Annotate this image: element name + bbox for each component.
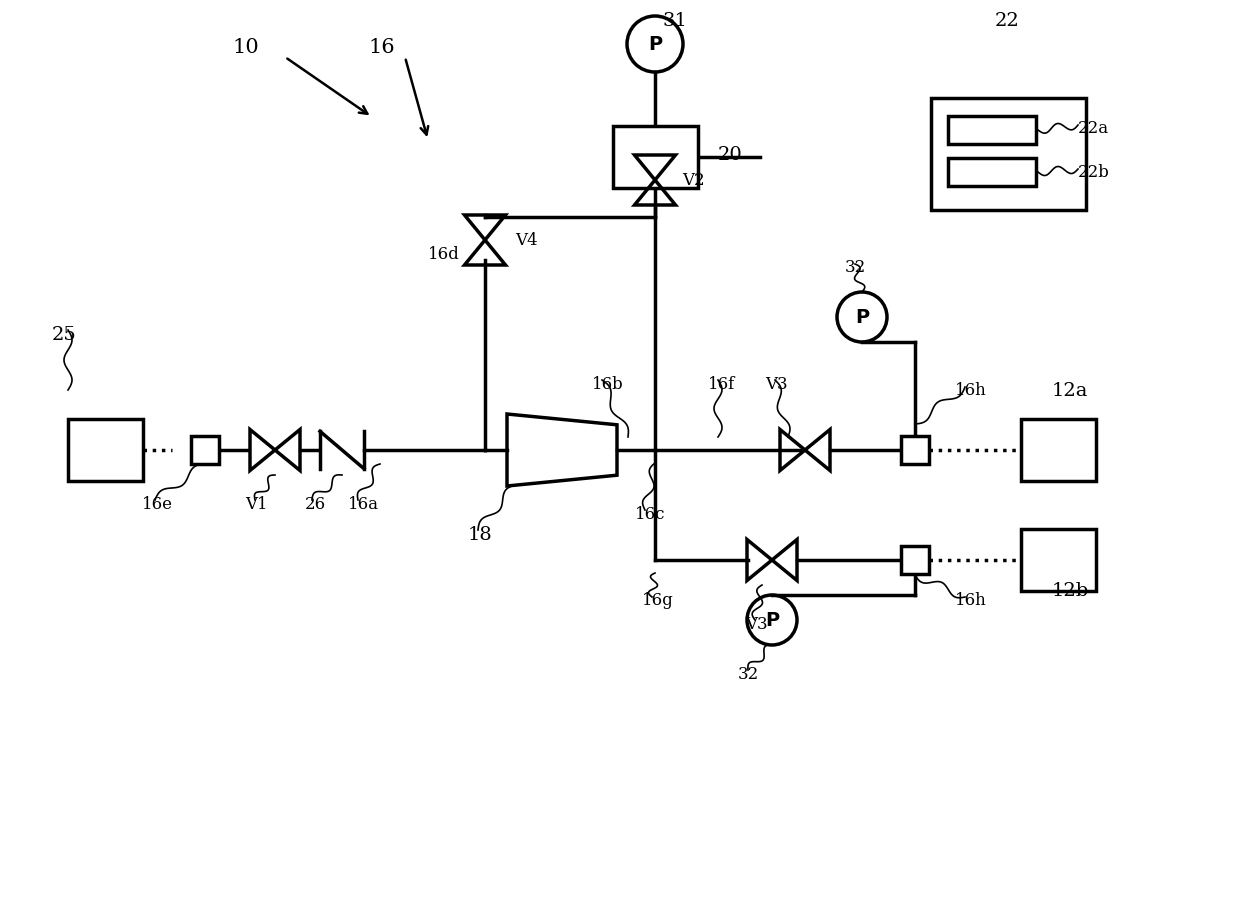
Text: P: P xyxy=(649,35,662,54)
Text: 16f: 16f xyxy=(708,376,735,393)
Text: 16g: 16g xyxy=(642,592,673,609)
Bar xyxy=(613,127,697,189)
Text: 16h: 16h xyxy=(955,382,987,399)
Text: 12b: 12b xyxy=(1052,582,1089,599)
Text: 22b: 22b xyxy=(1078,164,1110,181)
Text: 22: 22 xyxy=(994,12,1019,30)
Text: 18: 18 xyxy=(467,526,492,543)
Bar xyxy=(191,437,219,465)
Bar xyxy=(930,99,1085,211)
Text: V3: V3 xyxy=(765,376,787,393)
Bar xyxy=(1021,419,1095,482)
Text: 16d: 16d xyxy=(428,246,460,263)
Text: 32: 32 xyxy=(738,666,759,683)
Bar xyxy=(1021,529,1095,592)
Text: 10: 10 xyxy=(232,39,259,58)
Bar xyxy=(67,419,143,482)
Bar xyxy=(901,437,929,465)
Text: 32: 32 xyxy=(844,259,867,276)
Text: 12a: 12a xyxy=(1052,382,1089,400)
Text: 22a: 22a xyxy=(1078,120,1109,137)
Text: V4: V4 xyxy=(515,232,538,249)
Text: 16a: 16a xyxy=(348,496,379,513)
Text: 25: 25 xyxy=(52,326,77,344)
Bar xyxy=(949,159,1035,187)
Text: 16: 16 xyxy=(368,39,394,58)
Text: V2: V2 xyxy=(682,172,704,189)
Bar xyxy=(901,547,929,575)
Text: P: P xyxy=(854,308,869,327)
Text: 16c: 16c xyxy=(635,506,666,523)
Text: 16e: 16e xyxy=(143,496,174,513)
Bar xyxy=(949,117,1035,145)
Text: V1: V1 xyxy=(246,496,268,513)
Text: P: P xyxy=(765,611,779,630)
Text: 31: 31 xyxy=(662,12,687,30)
Text: V3: V3 xyxy=(745,616,768,633)
Text: 16h: 16h xyxy=(955,592,987,609)
Text: 20: 20 xyxy=(718,146,743,164)
Text: 16b: 16b xyxy=(591,376,624,393)
Text: 26: 26 xyxy=(305,496,326,513)
